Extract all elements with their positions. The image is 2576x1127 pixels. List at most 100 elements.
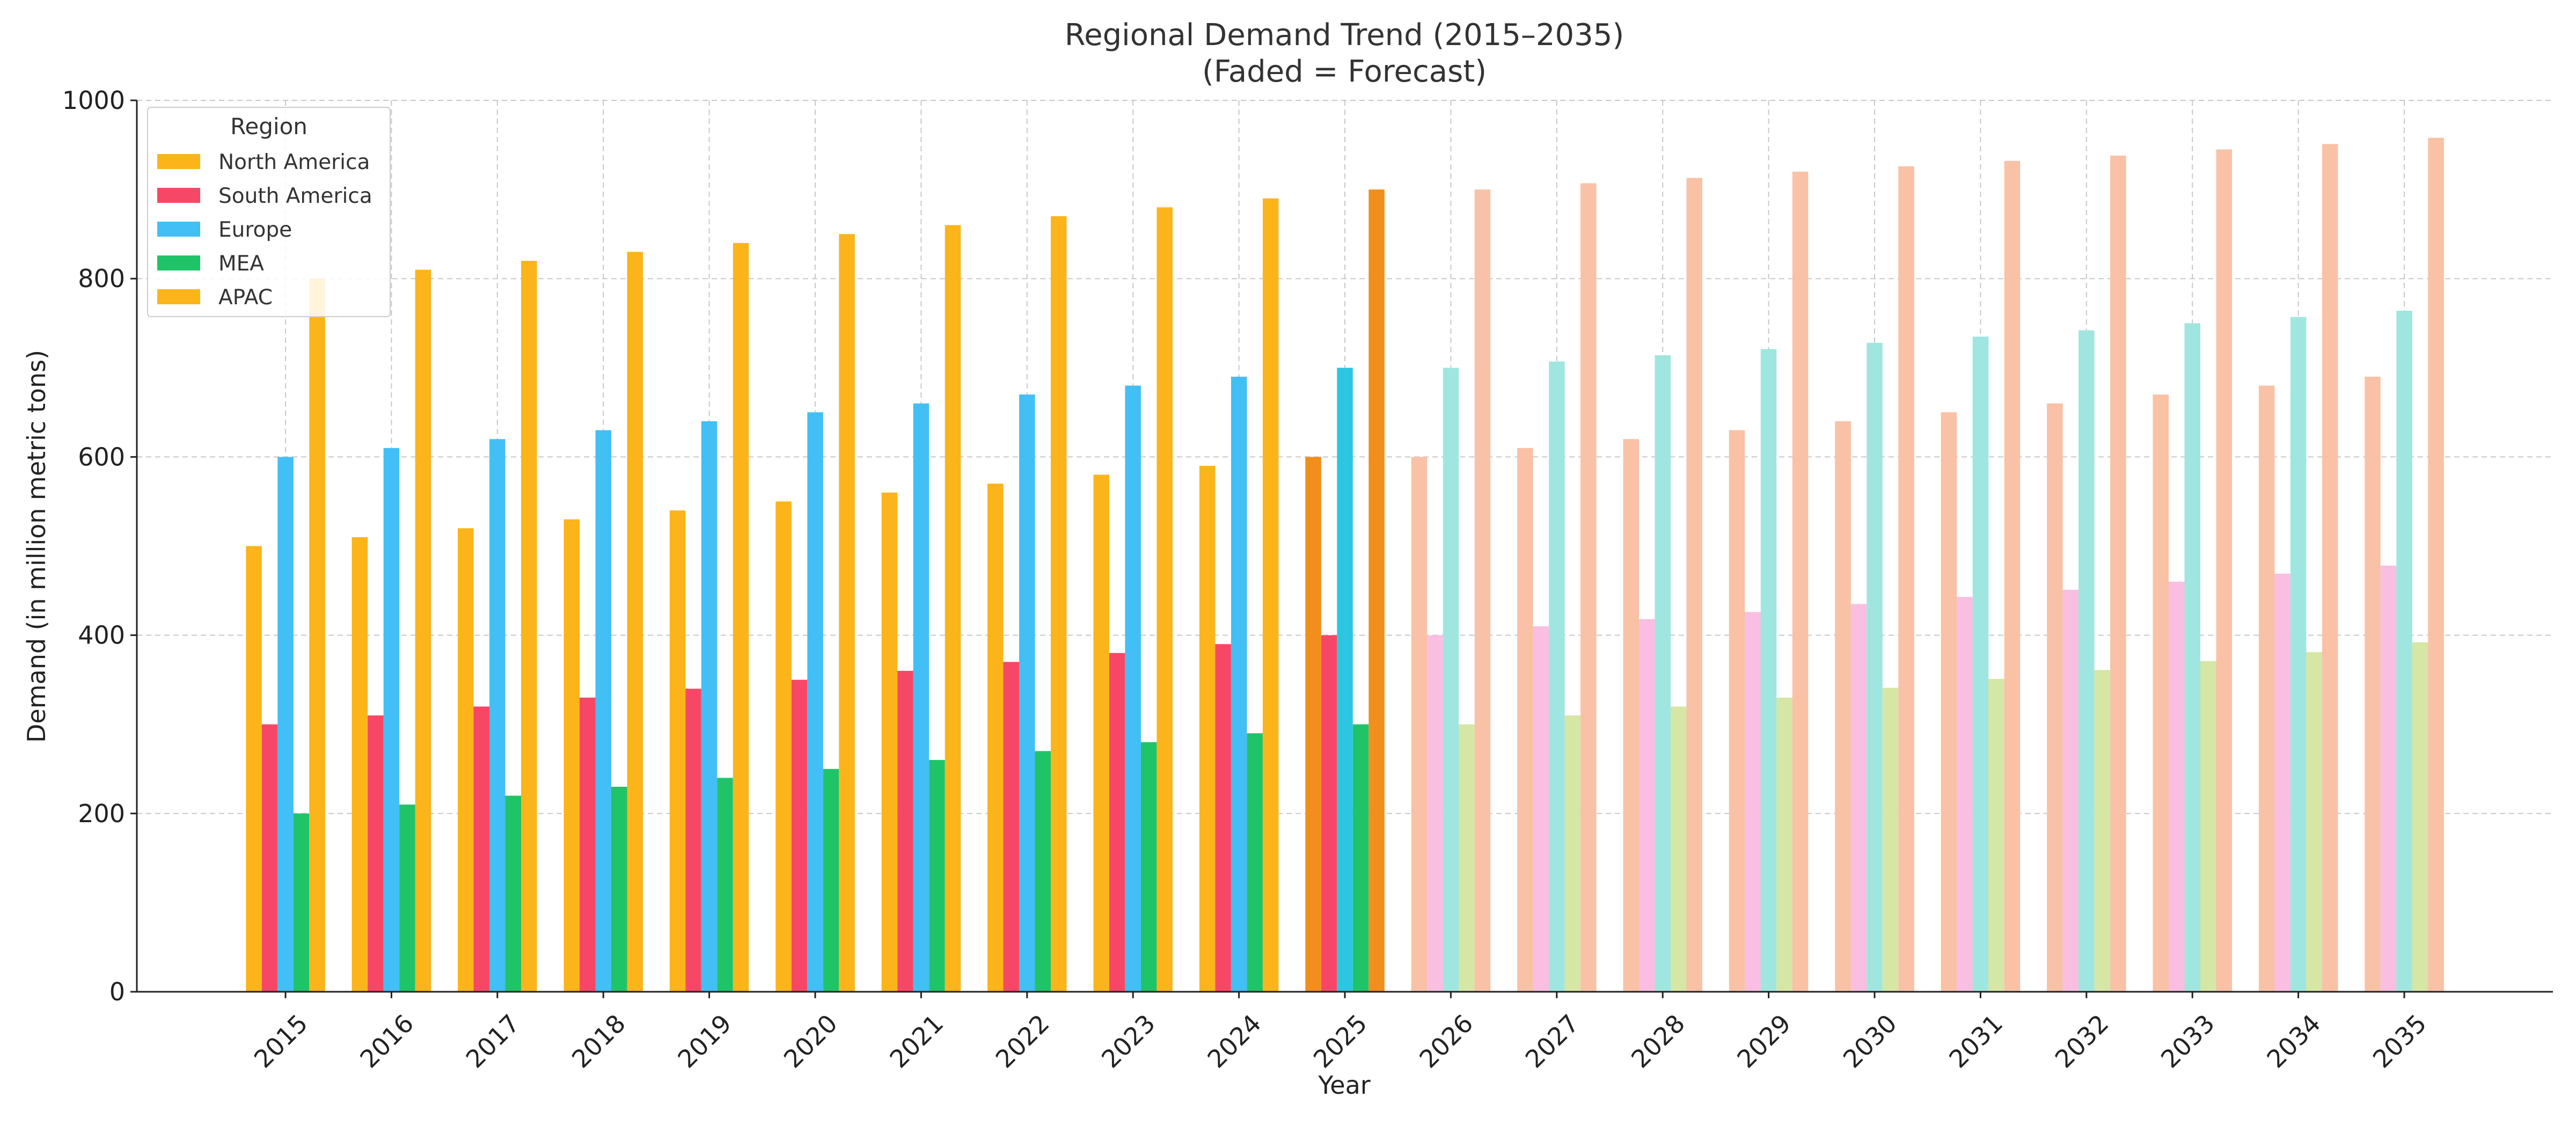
bars — [246, 137, 2444, 992]
bar-north-america — [2258, 385, 2275, 992]
bar-south-america — [2062, 589, 2079, 992]
bar-mea — [1459, 724, 1475, 992]
bar-north-america — [987, 484, 1004, 992]
bar-europe — [1760, 349, 1777, 992]
bar-mea — [1352, 724, 1369, 992]
bar-south-america — [1427, 635, 1443, 992]
bar-mea — [399, 804, 415, 992]
bar-apac — [1792, 171, 1809, 992]
bar-south-america — [2274, 574, 2290, 992]
bar-europe — [2396, 311, 2412, 992]
legend-swatch — [157, 188, 200, 203]
bar-apac — [2110, 156, 2126, 992]
bar-europe — [2079, 330, 2095, 992]
bar-north-america — [1623, 439, 1639, 992]
bar-mea — [1035, 751, 1051, 992]
bar-apac — [1157, 207, 1173, 992]
bar-north-america — [458, 528, 474, 992]
bar-south-america — [2380, 566, 2397, 992]
bar-north-america — [669, 510, 686, 992]
bar-apac — [1898, 166, 1914, 992]
bar-mea — [1247, 733, 1263, 992]
bar-north-america — [1517, 448, 1533, 992]
bar-north-america — [1729, 430, 1745, 992]
bar-europe — [807, 412, 823, 992]
legend-label: North America — [218, 150, 370, 174]
bar-north-america — [1411, 457, 1428, 992]
bar-south-america — [368, 715, 384, 992]
legend-swatch — [157, 222, 200, 237]
bar-apac — [309, 279, 325, 992]
y-axis-label: Demand (in million metric tons) — [22, 350, 51, 743]
bar-north-america — [1199, 466, 1216, 992]
bar-south-america — [1957, 597, 1973, 992]
bar-north-america — [564, 519, 580, 992]
y-tick-label: 1000 — [62, 86, 125, 115]
bar-apac — [2322, 144, 2338, 992]
bar-south-america — [1215, 644, 1231, 992]
legend-swatch — [157, 255, 200, 270]
x-axis-label: Year — [1318, 1071, 1370, 1100]
bar-apac — [1262, 198, 1279, 992]
bar-south-america — [1003, 662, 1019, 992]
y-tick-label: 800 — [78, 264, 125, 293]
bar-apac — [415, 269, 431, 992]
bar-south-america — [261, 724, 278, 992]
bar-europe — [1019, 394, 1035, 992]
bar-north-america — [1305, 457, 1321, 992]
bar-europe — [1337, 368, 1353, 992]
bar-south-america — [1109, 653, 1125, 992]
bar-south-america — [1321, 635, 1337, 992]
legend: Region North America South America Europe M… — [147, 107, 391, 317]
bar-mea — [2412, 642, 2428, 992]
bar-south-america — [791, 679, 808, 992]
bar-europe — [1972, 336, 1989, 992]
bar-apac — [945, 225, 961, 992]
bar-mea — [611, 787, 627, 992]
y-tick-label: 200 — [78, 799, 125, 828]
bar-europe — [1867, 342, 1883, 992]
bar-mea — [929, 760, 945, 992]
legend-label: MEA — [218, 252, 264, 276]
chart-title: Regional Demand Trend (2015–2035) — [1065, 18, 1624, 53]
bar-mea — [1140, 742, 1157, 992]
bar-south-america — [580, 697, 596, 992]
legend-label: APAC — [218, 286, 273, 310]
y-tick-label: 400 — [78, 621, 125, 650]
bar-mea — [505, 795, 521, 992]
bar-north-america — [1835, 421, 1851, 992]
bar-south-america — [685, 689, 701, 992]
bar-north-america — [1941, 412, 1957, 992]
bar-apac — [521, 261, 537, 992]
bar-mea — [1988, 679, 2004, 992]
y-tick-label: 600 — [78, 442, 125, 471]
legend-swatch — [157, 289, 200, 304]
bar-europe — [595, 430, 611, 992]
legend-entries: North America South America Europe MEA APAC — [157, 150, 372, 310]
bar-apac — [839, 234, 855, 992]
bar-apac — [2004, 160, 2021, 992]
bar-south-america — [473, 706, 489, 992]
bar-south-america — [1850, 604, 1867, 992]
legend-label: South America — [218, 184, 372, 208]
y-tick-label: 0 — [109, 977, 125, 1006]
bar-north-america — [2153, 394, 2169, 992]
legend-swatch — [157, 154, 200, 169]
bar-north-america — [2047, 403, 2063, 992]
bar-europe — [1231, 376, 1247, 992]
bar-north-america — [2365, 376, 2381, 992]
bar-mea — [1564, 715, 1581, 992]
bar-apac — [2428, 137, 2444, 992]
bar-europe — [2290, 317, 2307, 992]
bar-north-america — [352, 537, 368, 992]
bar-south-america — [1745, 612, 1761, 992]
bar-mea — [1671, 706, 1687, 992]
bar-north-america — [881, 492, 898, 992]
bar-mea — [823, 769, 839, 992]
bar-mea — [2306, 652, 2322, 992]
bar-apac — [1368, 189, 1385, 992]
bar-south-america — [1639, 619, 1655, 992]
y-ticks: 0 200 400 600 800 1000 — [62, 86, 137, 1006]
bar-apac — [1474, 189, 1491, 992]
